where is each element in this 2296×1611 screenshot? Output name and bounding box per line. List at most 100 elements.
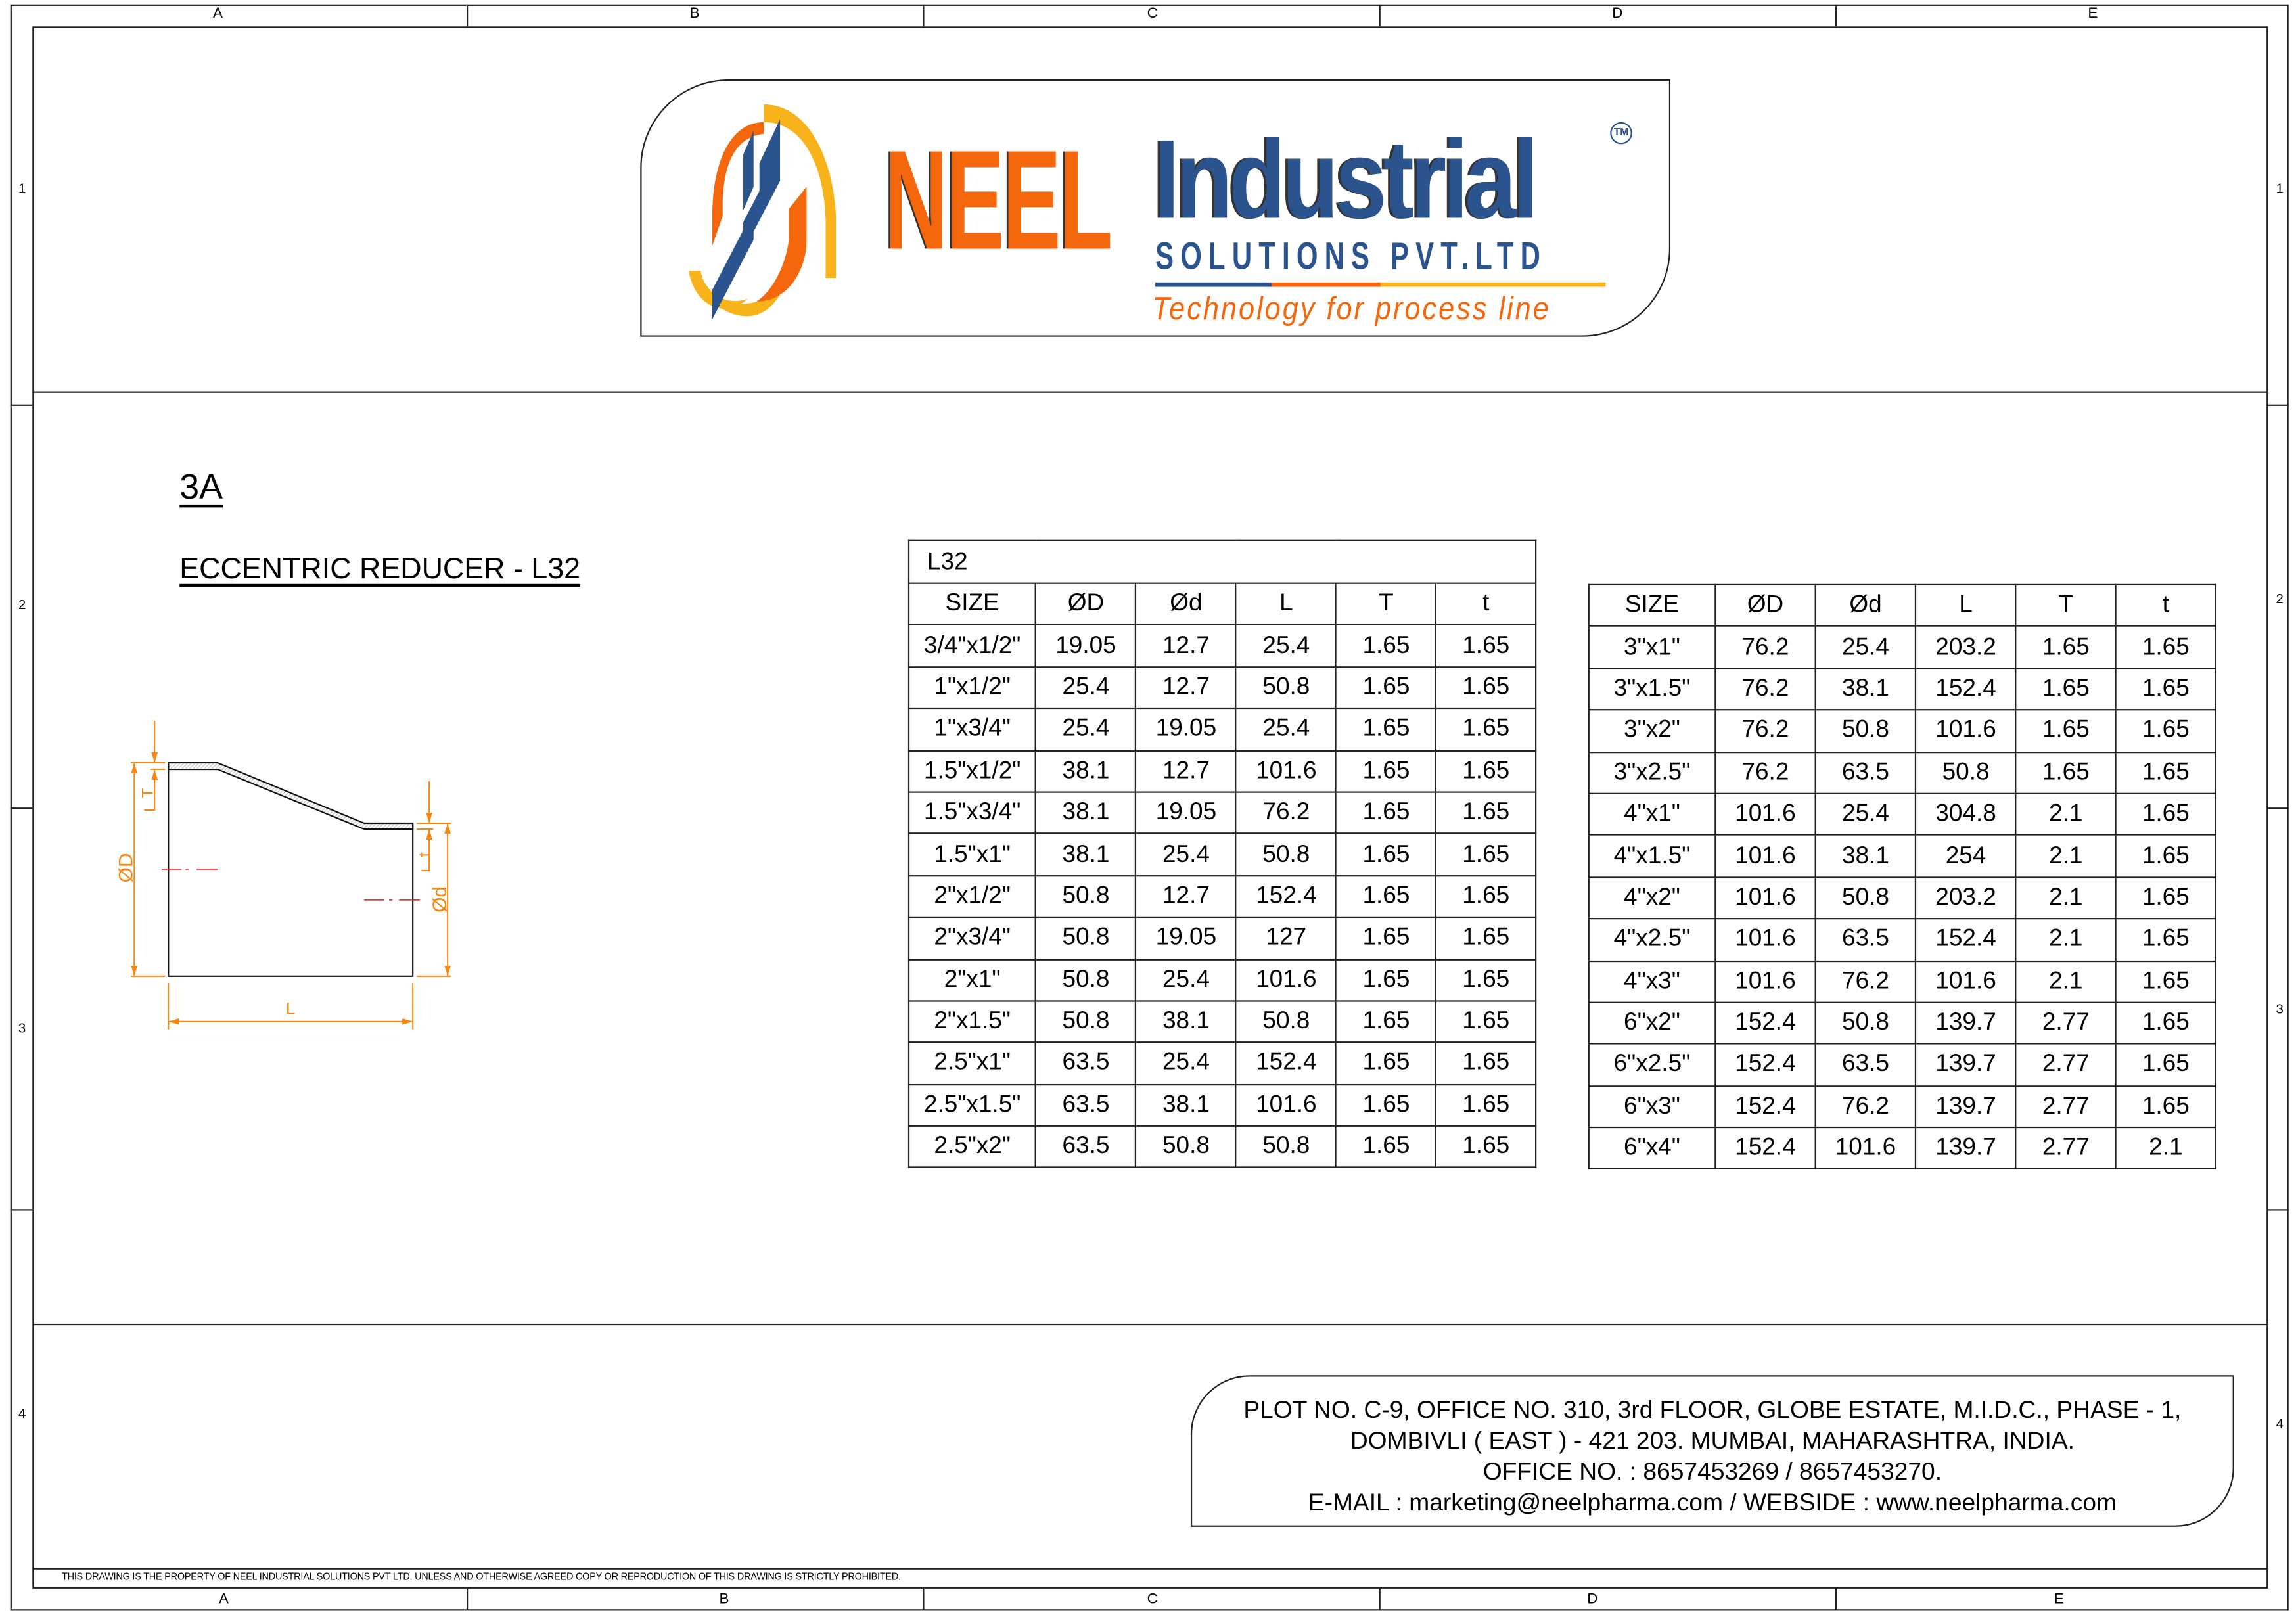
table-cell: 152.4 — [1714, 1127, 1816, 1170]
table-cell: 19.05 — [1035, 624, 1137, 668]
table-row: 1"x1/2" 25.4 12.7 50.8 1.65 1.65 — [907, 666, 1537, 710]
table-cell: 101.6 — [1235, 958, 1337, 1002]
ruler-divider — [1379, 4, 1381, 27]
table-cell: 76.2 — [1814, 1085, 1917, 1129]
ruler-divider — [1835, 1588, 1837, 1611]
table-cell: 1.5"x1/2" — [907, 749, 1037, 793]
table-row: 2"x1/2" 50.8 12.7 152.4 1.65 1.65 — [907, 874, 1537, 919]
table-cell: 152.4 — [1714, 1043, 1816, 1087]
table-cell: 2.77 — [2015, 1043, 2117, 1087]
table-cell: 63.5 — [1814, 751, 1917, 794]
table-cell: 1.65 — [1435, 1125, 1537, 1169]
column-header: SIZE — [907, 582, 1037, 626]
table-cell: 1.65 — [1335, 708, 1437, 752]
table-cell: 2"x1/2" — [907, 874, 1037, 919]
table-cell: 152.4 — [1714, 1001, 1816, 1045]
ruler-label-col: E — [2088, 5, 2098, 22]
table-cell: 63.5 — [1035, 1125, 1137, 1169]
table-cell: 139.7 — [1915, 1127, 2017, 1170]
table-cell: 139.7 — [1915, 1043, 2017, 1087]
table-cell: 50.8 — [1235, 1125, 1337, 1169]
table-cell: 254 — [1915, 834, 2017, 878]
table-cell: 203.2 — [1915, 625, 2017, 669]
table-cell: 19.05 — [1135, 791, 1237, 835]
table-cell: 4"x2.5" — [1588, 918, 1716, 962]
logo-stripe — [1272, 282, 1381, 287]
table-cell: 4"x3" — [1588, 959, 1716, 1003]
column-header: ØD — [1035, 582, 1137, 626]
table-cell: 1.65 — [1435, 791, 1537, 835]
table-cell: 139.7 — [1915, 1085, 2017, 1129]
table-cell: 152.4 — [1714, 1085, 1816, 1129]
table-cell: 1.65 — [1335, 917, 1437, 960]
table-cell: 1.65 — [1335, 749, 1437, 793]
table-cell: 1.65 — [1435, 666, 1537, 710]
table-cell: 1.65 — [1335, 1000, 1437, 1043]
ruler-label-col: D — [1612, 5, 1623, 22]
table-cell: 38.1 — [1135, 1000, 1237, 1043]
dim-label-T: T — [139, 788, 157, 798]
ruler-label-col: A — [212, 5, 223, 22]
table-cell: 2.77 — [2015, 1127, 2117, 1170]
table-cell: 1.65 — [1335, 1083, 1437, 1127]
table-cell: 50.8 — [1235, 832, 1337, 876]
table-cell: 1.65 — [2115, 959, 2216, 1003]
table-row: 3"x2.5" 76.2 63.5 50.8 1.65 1.65 — [1588, 751, 2216, 794]
table-cell: 38.1 — [1035, 791, 1137, 835]
table-cell: 12.7 — [1135, 624, 1237, 668]
company-logo: NEEL Industrial TM SOLUTIONS PVT.LTD Tec… — [640, 79, 1671, 337]
header-divider — [32, 391, 2268, 393]
table-cell: 4"x2" — [1588, 876, 1716, 920]
table-cell: 2.5"x1.5" — [907, 1083, 1037, 1127]
table-cell: 76.2 — [1714, 625, 1816, 669]
ruler-divider — [923, 1588, 925, 1611]
ruler-label-col: D — [1587, 1591, 1598, 1608]
dim-label-d: Ød — [430, 886, 451, 913]
table-cell: 50.8 — [1814, 876, 1917, 920]
logo-brand: NEEL — [884, 122, 1113, 280]
table-cell: 6"x2.5" — [1588, 1043, 1716, 1087]
table-cell: 6"x4" — [1588, 1127, 1716, 1170]
ruler-label-row: 4 — [2276, 1416, 2284, 1432]
table-caption: L32 — [907, 539, 1537, 584]
table-cell: 50.8 — [1035, 958, 1137, 1002]
table-cell: 50.8 — [1814, 709, 1917, 753]
office-phone: OFFICE NO. : 8657453269 / 8657453270. — [1482, 1457, 1942, 1486]
table-cell: 1.65 — [2115, 1085, 2216, 1129]
table-cell: 1.65 — [2115, 834, 2216, 878]
table-cell: 3"x2.5" — [1588, 751, 1716, 794]
table-cell: 38.1 — [1035, 832, 1137, 876]
ruler-label-col: C — [1147, 5, 1158, 22]
table-cell: 1.65 — [1335, 1125, 1437, 1169]
table-cell: 1.65 — [2115, 751, 2216, 794]
table-cell: 4"x1" — [1588, 792, 1716, 836]
column-header: Ød — [1135, 582, 1237, 626]
table-cell: 2"x3/4" — [907, 917, 1037, 960]
contact-email-web: E-MAIL : marketing@neelpharma.com / WEBS… — [1308, 1488, 2117, 1517]
dim-label-L: L — [287, 999, 296, 1018]
table-cell: 1.65 — [2115, 918, 2216, 962]
table-cell: 50.8 — [1915, 751, 2017, 794]
column-header: L — [1915, 583, 2017, 627]
table-row: 2"x1.5" 50.8 38.1 50.8 1.65 1.65 — [907, 1000, 1537, 1043]
table-cell: 1.5"x1" — [907, 832, 1037, 876]
table-cell: 1.65 — [1435, 958, 1537, 1002]
table-cell: 101.6 — [1235, 749, 1337, 793]
ruler-label-row: 2 — [2276, 591, 2284, 606]
table-cell: 50.8 — [1235, 666, 1337, 710]
table-cell: 1.65 — [2115, 1001, 2216, 1045]
table-cell: 1.65 — [2115, 876, 2216, 920]
disclaimer: THIS DRAWING IS THE PROPERTY OF NEEL IND… — [62, 1572, 901, 1583]
logo-tagline: Technology for process line — [1152, 290, 1551, 327]
table-cell: 101.6 — [1714, 959, 1816, 1003]
table-cell: 2.1 — [2015, 792, 2117, 836]
table-cell: 1.65 — [1335, 666, 1437, 710]
ruler-divider — [10, 404, 33, 406]
table-cell: 3"x1" — [1588, 625, 1716, 669]
table-cell: 76.2 — [1714, 709, 1816, 753]
table-cell: 38.1 — [1135, 1083, 1237, 1127]
table-row: 1.5"x1/2" 38.1 12.7 101.6 1.65 1.65 — [907, 749, 1537, 793]
ruler-divider — [923, 4, 925, 27]
footer-divider — [32, 1323, 2268, 1326]
